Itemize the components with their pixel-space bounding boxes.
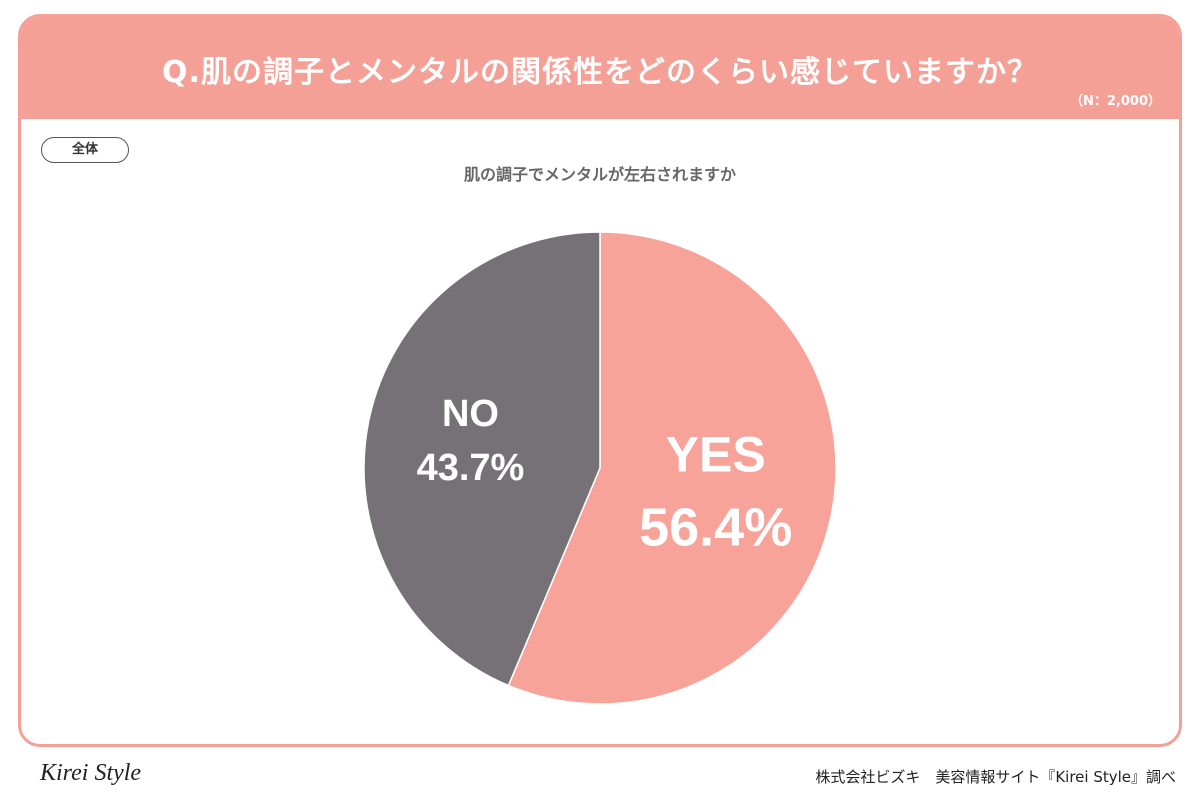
sample-size-label: （N：2,000）	[1069, 94, 1161, 109]
question-title: Q.肌の調子とメンタルの関係性をどのくらい感じていますか？	[162, 55, 1038, 90]
slice-label-no: NO	[442, 393, 499, 435]
kirei-style-logo: Kirei Style	[40, 760, 142, 786]
slice-label-yes: YES	[666, 426, 766, 482]
pie-slice-no	[363, 231, 601, 687]
slice-value-yes: 56.4%	[639, 497, 792, 557]
slice-value-no: 43.7%	[417, 447, 525, 489]
chart-title: 肌の調子でメンタルが左右されますか	[463, 165, 736, 184]
pie-slice-yes	[507, 231, 837, 705]
segment-badge: 全体	[41, 137, 129, 163]
header-bar: Q.肌の調子とメンタルの関係性をどのくらい感じていますか？ （N：2,000）	[21, 17, 1179, 119]
source-credit: 株式会社ビズキ 美容情報サイト『Kirei Style』調べ	[815, 768, 1176, 786]
